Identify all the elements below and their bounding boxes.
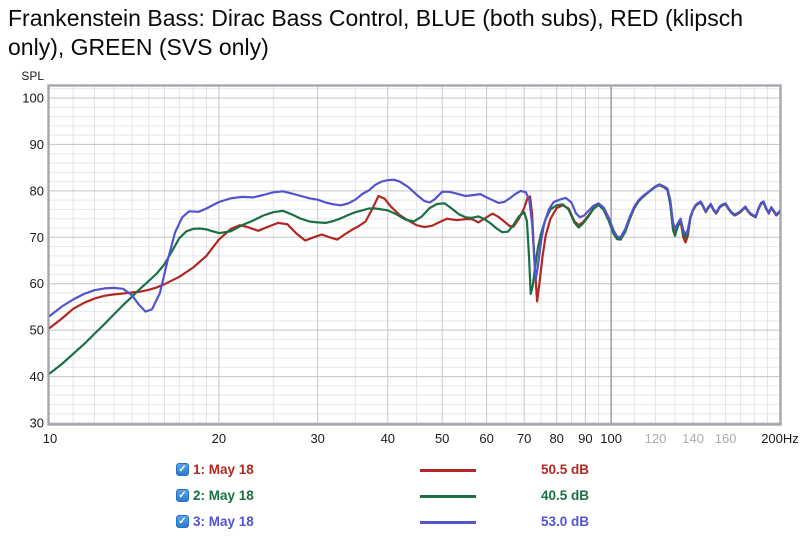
x-tick-label: 140 [682, 431, 704, 446]
x-tick-label: 60 [479, 431, 493, 446]
x-tick-label: 70 [517, 431, 531, 446]
legend-db-value-2: 40.5 dB [541, 488, 590, 503]
chart-title: Frankenstein Bass: Dirac Bass Control, B… [8, 5, 743, 60]
x-tick-label: 100 [600, 431, 622, 446]
y-tick-label: 60 [30, 276, 44, 291]
legend-row-3: ✓ 3: May 18 53.0 dB [0, 514, 800, 530]
checkbox-trace-1[interactable]: ✓ [176, 463, 189, 476]
legend-row-1: ✓ 1: May 18 50.5 dB [0, 462, 800, 478]
x-tick-label: 50 [435, 431, 449, 446]
legend-line-sample-3 [420, 521, 476, 524]
x-tick-label: 120 [645, 431, 667, 446]
y-tick-label: 50 [30, 323, 44, 338]
legend-db-value-1: 50.5 dB [541, 462, 590, 477]
trace-2[interactable] [49, 183, 780, 375]
legend-label-1[interactable]: 1: May 18 [193, 462, 254, 477]
x-tick-label: 30 [310, 431, 324, 446]
x-tick-label: 20 [212, 431, 226, 446]
legend-label-3[interactable]: 3: May 18 [193, 514, 254, 529]
y-axis-title: SPL [21, 69, 44, 83]
y-tick-label: 90 [30, 137, 44, 152]
legend-db-value-3: 53.0 dB [541, 514, 590, 529]
plot-frame [47, 84, 782, 426]
legend-row-2: ✓ 2: May 18 40.5 dB [0, 488, 800, 504]
checkbox-trace-2[interactable]: ✓ [176, 489, 189, 502]
legend-line-sample-2 [420, 495, 476, 498]
y-tick-label: 80 [30, 183, 44, 198]
x-tick-label: 90 [578, 431, 592, 446]
x-tick-label: 80 [549, 431, 563, 446]
checkbox-trace-3[interactable]: ✓ [176, 515, 189, 528]
x-tick-label: 200Hz [761, 431, 799, 446]
y-tick-label: 40 [30, 369, 44, 384]
y-tick-label: 30 [30, 416, 44, 431]
legend-line-sample-1 [420, 469, 476, 472]
trace-3[interactable] [49, 178, 780, 317]
x-tick-label: 10 [43, 431, 57, 446]
x-tick-label: 40 [381, 431, 395, 446]
y-tick-label: 70 [30, 230, 44, 245]
y-tick-label: 100 [22, 91, 44, 106]
x-tick-label: 160 [715, 431, 737, 446]
legend-label-2[interactable]: 2: May 18 [193, 488, 254, 503]
